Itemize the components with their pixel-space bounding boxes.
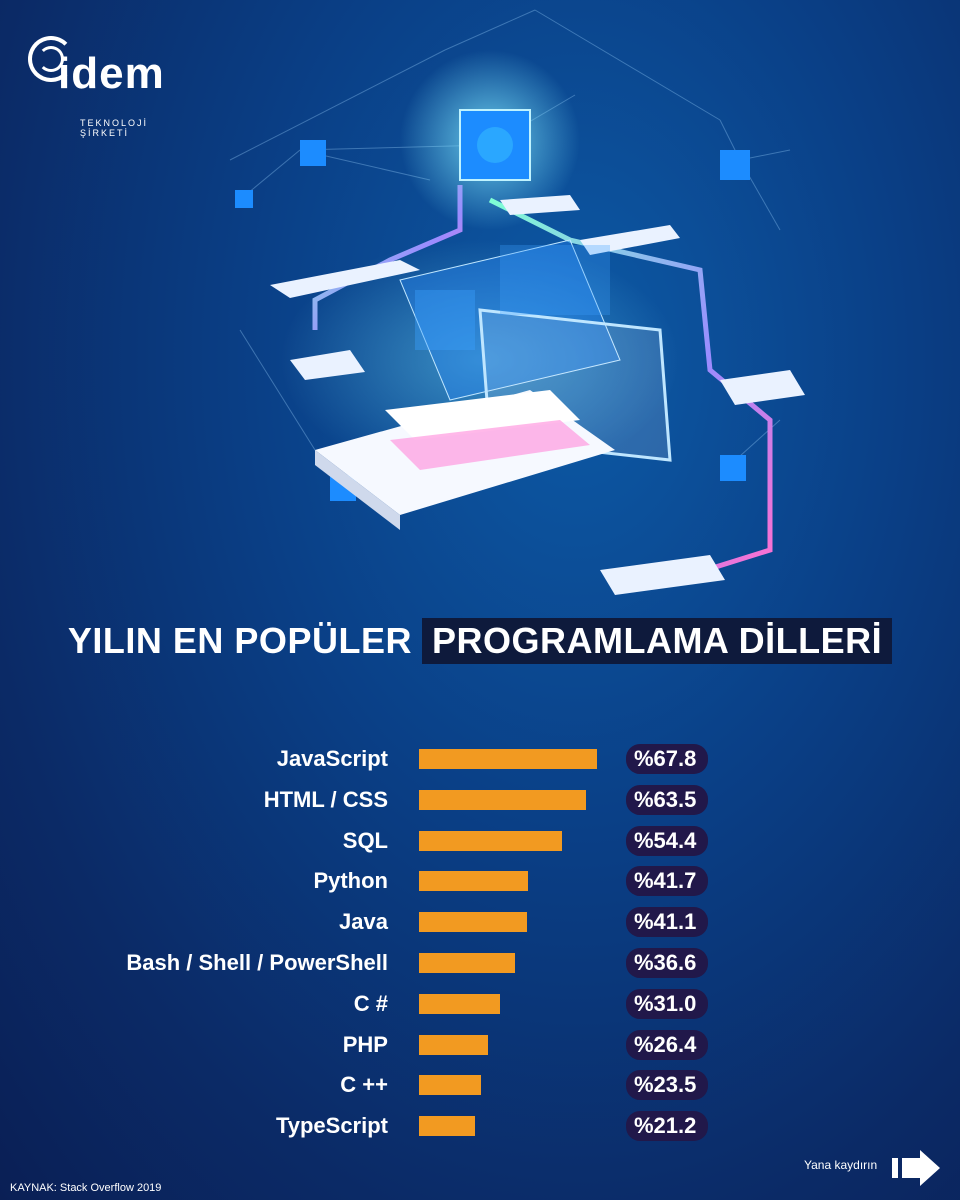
bar: [419, 749, 597, 769]
chart-row: Python %41.7: [0, 862, 960, 902]
category-label: Python: [313, 868, 388, 894]
bar: [419, 871, 529, 892]
idem-logo: idem TEKNOLOJİ ŞİRKETİ: [22, 30, 192, 138]
value-label: %54.4: [626, 825, 708, 856]
value-label: %36.6: [626, 948, 708, 978]
bar-chart: JavaScript %67.8 HTML / CSS %63.5 SQL %54.4 Py…: [0, 740, 960, 1170]
logo-ring-icon: [28, 36, 74, 82]
chart-row: JavaScript %67.8: [0, 740, 960, 780]
value-label: %63.5: [626, 784, 708, 815]
chart-row: PHP %26.4: [0, 1026, 960, 1066]
chart-title: YILIN EN POPÜLER PROGRAMLAMA DİLLERİ: [0, 618, 960, 664]
chart-row: SQL %54.4: [0, 822, 960, 862]
source-caption: KAYNAK: Stack Overflow 2019: [10, 1182, 162, 1194]
category-label: JavaScript: [276, 746, 388, 771]
category-label: SQL: [342, 827, 388, 853]
value-label: %26.4: [626, 1029, 708, 1060]
logo-tagline: TEKNOLOJİ ŞİRKETİ: [80, 118, 149, 138]
network-illustration: [229, 9, 805, 595]
logo-inner-ring-icon: [38, 46, 64, 72]
bar: [419, 1034, 489, 1055]
category-label: HTML / CSS: [263, 786, 388, 812]
title-part2: PROGRAMLAMA DİLLERİ: [421, 618, 893, 664]
value-label: %41.1: [626, 907, 708, 938]
bar: [419, 993, 501, 1014]
arrow-right-icon: [892, 1150, 940, 1186]
chart-row: HTML / CSS %63.5: [0, 781, 960, 821]
bar: [419, 1075, 481, 1096]
title-part1: YILIN EN POPÜLER: [67, 620, 412, 661]
swipe-hint[interactable]: Yana kaydırın: [804, 1148, 944, 1188]
category-label: C ++: [340, 1072, 388, 1098]
chart-row: Bash / Shell / PowerShell %36.6: [0, 944, 960, 984]
chart-row: C ++ %23.5: [0, 1066, 960, 1106]
value-label: %41.7: [626, 866, 708, 897]
bar: [419, 789, 586, 810]
chart-row: TypeScript %21.2: [0, 1107, 960, 1147]
chart-row: Java %41.1: [0, 903, 960, 943]
category-label: Java: [339, 909, 388, 935]
value-label: %23.5: [626, 1070, 708, 1101]
bar: [419, 912, 527, 933]
value-label: %21.2: [626, 1111, 708, 1142]
swipe-label: Yana kaydırın: [804, 1158, 878, 1172]
bar: [419, 1116, 475, 1137]
value-label: %31.0: [626, 988, 708, 1019]
logo-brand: idem: [58, 49, 165, 98]
value-label: %67.8: [626, 744, 708, 774]
category-label: PHP: [342, 1031, 388, 1057]
category-label: C #: [353, 990, 388, 1016]
category-label: TypeScript: [275, 1113, 388, 1139]
bar: [419, 953, 516, 973]
chart-row: C # %31.0: [0, 985, 960, 1025]
category-label: Bash / Shell / PowerShell: [126, 950, 388, 975]
bar: [419, 830, 562, 851]
